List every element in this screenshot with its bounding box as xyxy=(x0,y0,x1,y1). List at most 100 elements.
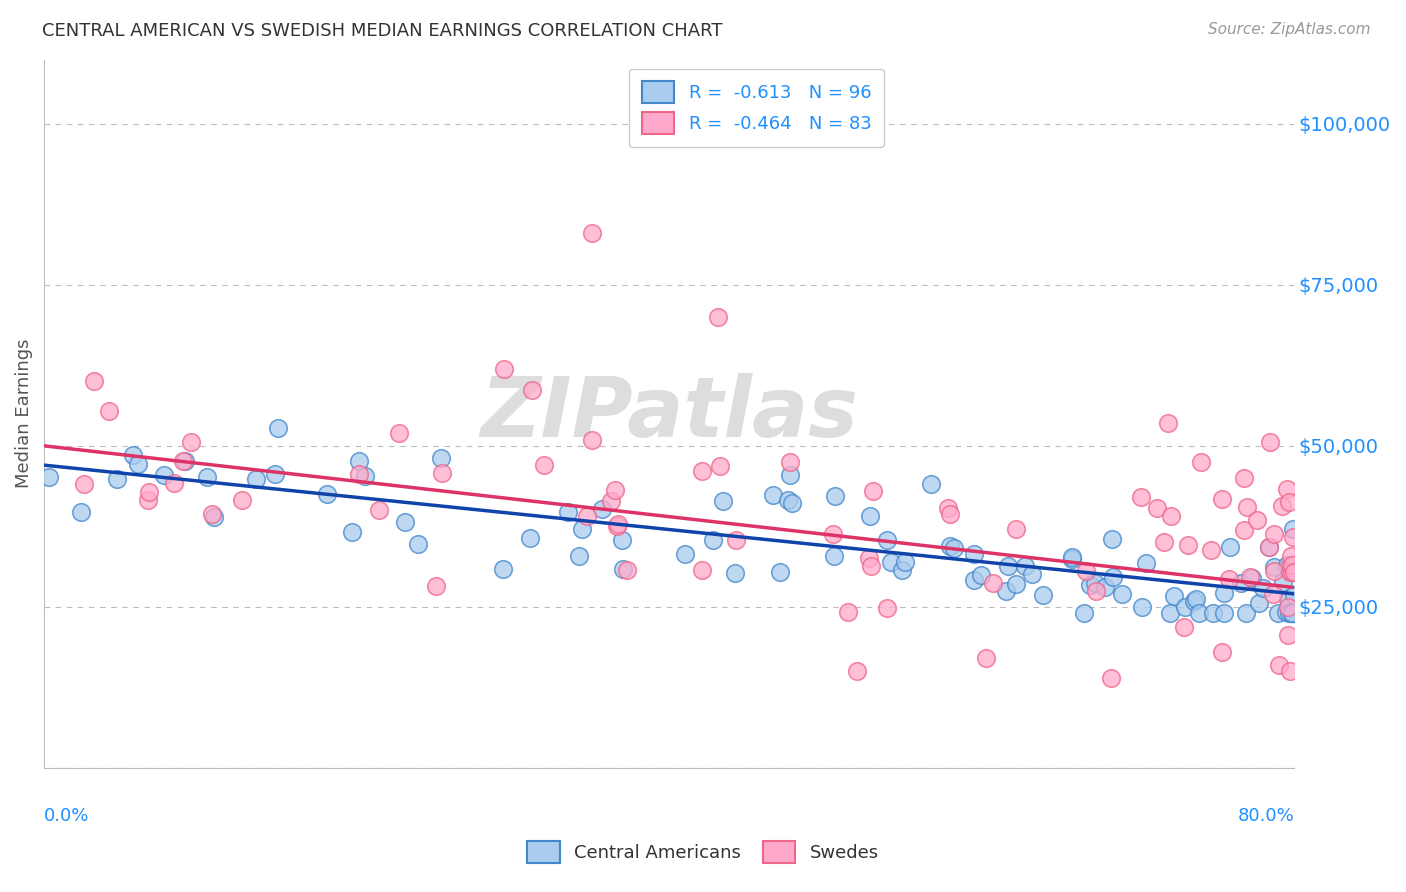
Point xyxy=(1279,549,1302,563)
Point xyxy=(425,579,447,593)
Point xyxy=(862,484,884,499)
Point xyxy=(1219,540,1241,554)
Point xyxy=(690,464,713,478)
Point xyxy=(267,421,290,435)
Point xyxy=(690,563,713,577)
Point xyxy=(616,563,638,577)
Point xyxy=(824,489,846,503)
Point xyxy=(709,458,731,473)
Text: 0.0%: 0.0% xyxy=(44,806,90,824)
Point xyxy=(858,550,880,565)
Point xyxy=(994,584,1017,599)
Point xyxy=(1213,606,1236,620)
Point xyxy=(1159,606,1181,620)
Point xyxy=(936,501,959,516)
Point xyxy=(263,467,285,481)
Point xyxy=(1135,556,1157,570)
Point xyxy=(394,515,416,529)
Point xyxy=(779,455,801,469)
Point xyxy=(97,403,120,417)
Point xyxy=(1278,558,1301,572)
Point xyxy=(1251,581,1274,595)
Point xyxy=(1278,495,1301,509)
Point xyxy=(388,425,411,440)
Point xyxy=(1268,657,1291,672)
Point xyxy=(107,472,129,486)
Point xyxy=(136,492,159,507)
Point xyxy=(568,549,591,564)
Point xyxy=(1282,522,1305,536)
Point xyxy=(779,468,801,483)
Point xyxy=(1005,577,1028,591)
Point xyxy=(1281,606,1303,620)
Point xyxy=(876,533,898,547)
Point xyxy=(1101,532,1123,546)
Point xyxy=(180,434,202,449)
Text: 80.0%: 80.0% xyxy=(1237,806,1294,824)
Point xyxy=(1281,566,1303,580)
Point xyxy=(1202,606,1225,620)
Point xyxy=(778,493,800,508)
Point xyxy=(1241,571,1264,585)
Point xyxy=(974,651,997,665)
Point xyxy=(859,509,882,524)
Point xyxy=(1199,542,1222,557)
Point xyxy=(1233,470,1256,484)
Point xyxy=(72,477,94,491)
Point xyxy=(1274,605,1296,619)
Y-axis label: Median Earnings: Median Earnings xyxy=(15,339,32,489)
Point xyxy=(711,494,734,508)
Point xyxy=(1277,558,1299,573)
Point xyxy=(1073,606,1095,620)
Point xyxy=(876,600,898,615)
Point xyxy=(519,531,541,545)
Point xyxy=(673,547,696,561)
Point xyxy=(606,517,628,532)
Point xyxy=(845,664,868,678)
Point xyxy=(591,502,613,516)
Point xyxy=(1239,570,1261,584)
Point xyxy=(1062,549,1084,564)
Point xyxy=(1247,596,1270,610)
Point xyxy=(1032,588,1054,602)
Point xyxy=(1277,592,1299,607)
Point xyxy=(1277,599,1299,614)
Point xyxy=(823,549,845,563)
Point xyxy=(245,472,267,486)
Point xyxy=(1211,645,1233,659)
Point xyxy=(1211,491,1233,506)
Point xyxy=(920,477,942,491)
Point xyxy=(943,541,966,556)
Point xyxy=(1085,583,1108,598)
Point xyxy=(201,507,224,521)
Point xyxy=(581,227,603,241)
Legend: Central Americans, Swedes: Central Americans, Swedes xyxy=(516,830,890,874)
Point xyxy=(195,470,218,484)
Text: ZIPatlas: ZIPatlas xyxy=(479,373,858,454)
Point xyxy=(603,483,626,498)
Point xyxy=(429,450,451,465)
Point xyxy=(610,533,633,547)
Point xyxy=(939,539,962,553)
Point xyxy=(138,484,160,499)
Point xyxy=(231,493,253,508)
Point xyxy=(1281,606,1303,620)
Point xyxy=(893,555,915,569)
Point xyxy=(1153,535,1175,549)
Point xyxy=(891,562,914,576)
Point xyxy=(606,518,628,533)
Point xyxy=(122,449,145,463)
Point xyxy=(1230,575,1253,590)
Point xyxy=(174,454,197,468)
Point xyxy=(1278,606,1301,620)
Point xyxy=(997,558,1019,573)
Point xyxy=(981,575,1004,590)
Point xyxy=(172,454,194,468)
Point xyxy=(1282,565,1305,579)
Point xyxy=(571,522,593,536)
Point xyxy=(769,565,792,579)
Point xyxy=(1281,606,1303,620)
Point xyxy=(347,454,370,468)
Point xyxy=(1271,500,1294,514)
Point xyxy=(963,547,986,561)
